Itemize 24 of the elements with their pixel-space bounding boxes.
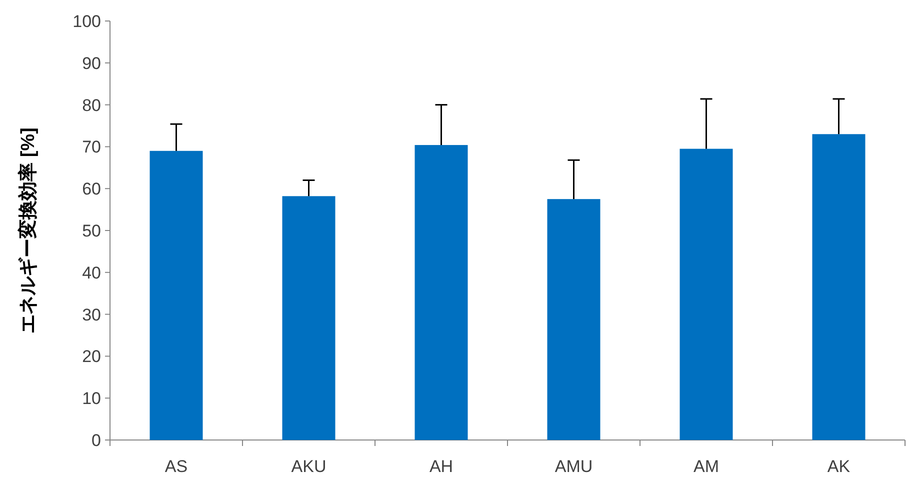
y-tick-label: 0 (92, 431, 101, 450)
x-tick-label: AH (429, 457, 454, 476)
bar (414, 145, 468, 440)
x-tick-label: AS (164, 457, 188, 476)
x-tick-label: AK (827, 457, 851, 476)
bar (282, 196, 336, 440)
y-tick-label: 70 (82, 138, 101, 157)
y-tick-label: 10 (82, 389, 101, 408)
bar (150, 150, 203, 440)
y-tick-label: 80 (82, 96, 101, 115)
y-axis-title: エネルギー変換効率 [%] (17, 128, 39, 334)
bar (547, 199, 600, 440)
x-tick-label: AM (694, 457, 719, 476)
x-tick-label: AMU (554, 457, 593, 476)
x-tick-label: AKU (291, 457, 326, 476)
y-tick-label: 90 (82, 54, 101, 73)
bar (680, 148, 733, 440)
y-tick-label: 60 (82, 180, 101, 199)
y-tick-label: 30 (82, 305, 101, 324)
y-tick-label: 40 (82, 263, 101, 282)
y-tick-label: 50 (82, 222, 101, 240)
bar (812, 134, 866, 440)
y-tick-label: 100 (72, 12, 101, 31)
y-tick-label: 20 (82, 347, 101, 366)
